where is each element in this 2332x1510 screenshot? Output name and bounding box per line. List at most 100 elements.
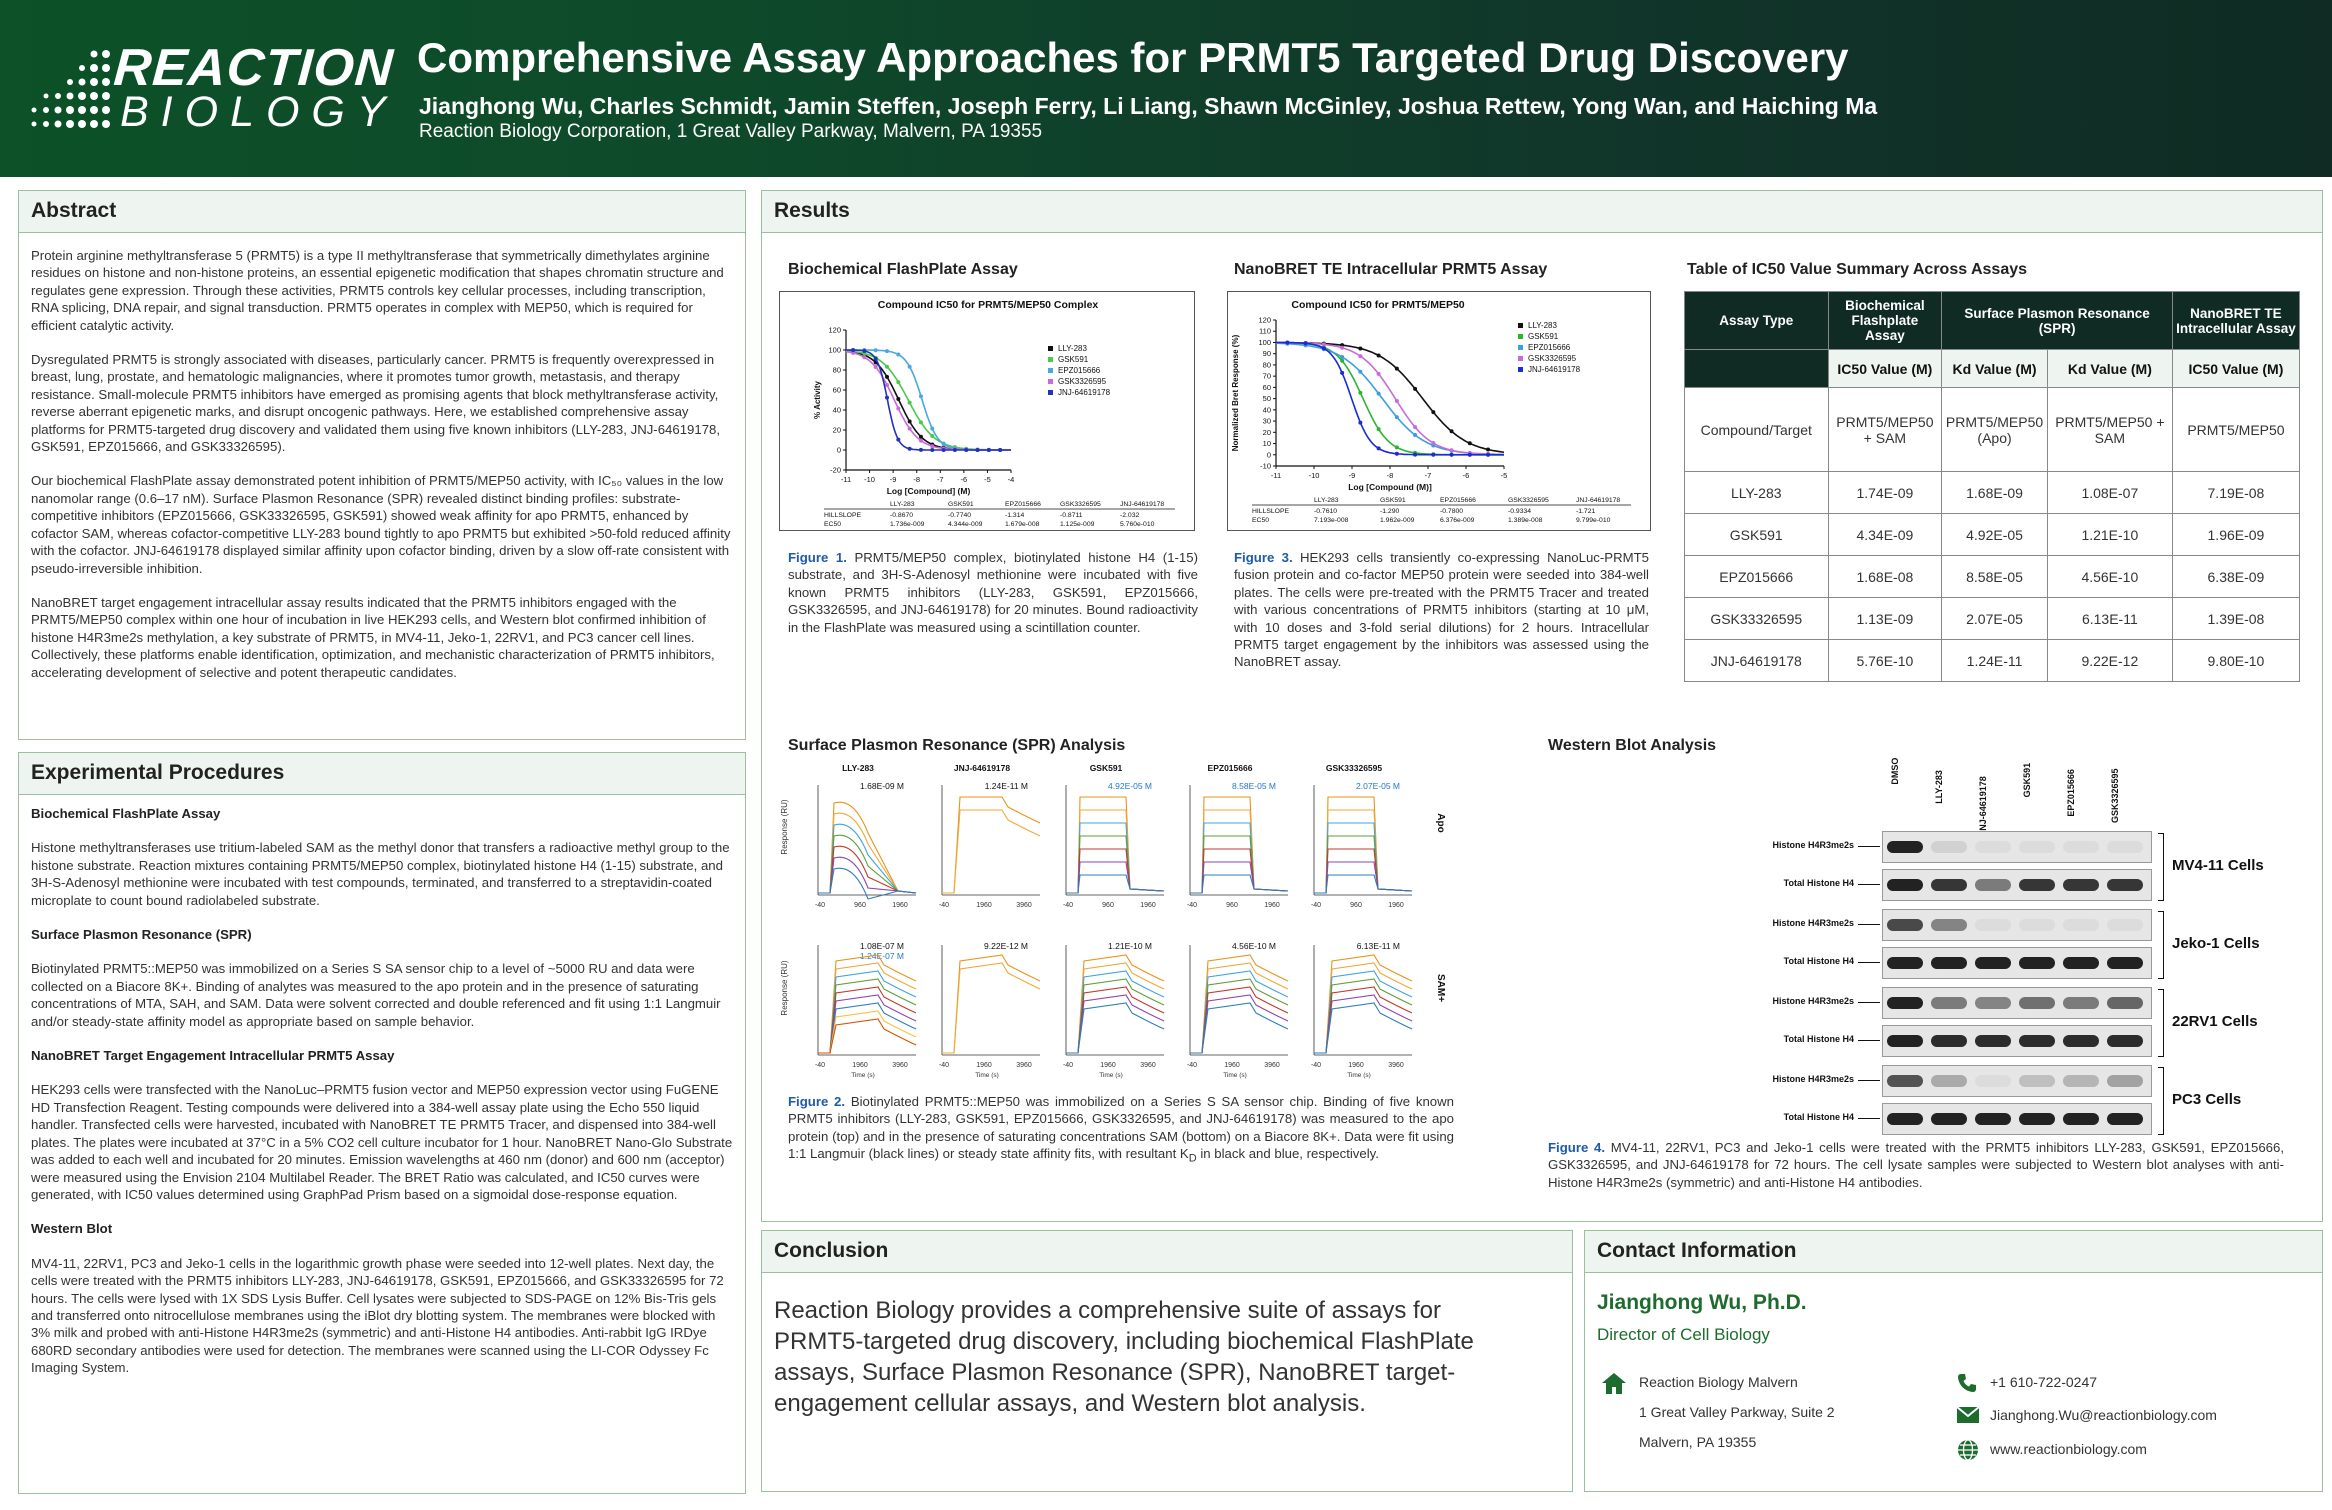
spr-compound-label: GSK591: [1090, 763, 1123, 773]
blank-cell: [1684, 349, 1829, 388]
fig1-heading: Biochemical FlashPlate Assay: [788, 261, 1018, 278]
spr-sensorgram-trace: [818, 867, 917, 900]
blot-cell-line-label: PC3 Cells: [2172, 1091, 2242, 1108]
table-header-row: Assay Type Biochemical Flashplate Assay …: [1684, 291, 2301, 350]
data-point: [1376, 391, 1381, 396]
series-curve-lly-283: [1276, 341, 1505, 453]
spr-x-tick-label: 3960: [1264, 1062, 1280, 1069]
contact-email[interactable]: Jianghong.Wu@reactionbiology.com: [1990, 1407, 2217, 1423]
blot-band: [1975, 1035, 2011, 1047]
fig3-caption: Figure 3. HEK293 cells transiently co-ex…: [1234, 549, 1649, 671]
param-table-cell: 7.193e-008: [1314, 517, 1349, 524]
spr-sensorgram-trace: [818, 970, 917, 1054]
fig2-caption-label: Figure 2.: [788, 1094, 846, 1109]
table-row: JNJ-64619178 5.76E-10 1.24E-11 9.22E-12 …: [1684, 639, 2301, 682]
blot-band: [1931, 957, 1967, 969]
table-cell: PRMT5/MEP50 + SAM: [1827, 387, 1943, 472]
param-table-cell: 1.679e-008: [1005, 521, 1040, 528]
data-point: [1431, 410, 1436, 415]
data-point: [964, 448, 969, 452]
contact-website[interactable]: www.reactionbiology.com: [1990, 1441, 2147, 1457]
fig2-spr-sensorgrams: Response (RU) Response (RU) Apo SAM+ 1.68E-0…: [780, 763, 1446, 1079]
arrow-right-icon: [1858, 924, 1880, 925]
fig1-ic50-plot: Compound IC50 for PRMT5/MEP50 Complex -20…: [813, 299, 1175, 528]
spr-x-tick-label: -40: [1187, 902, 1197, 909]
x-tick-label: -11: [841, 475, 851, 484]
data-point: [918, 420, 923, 425]
fig2-heading: Surface Plasmon Resonance (SPR) Analysis: [788, 737, 1126, 754]
blot-lane-label: GSK3326595: [2110, 768, 2120, 823]
x-tick-label: -10: [864, 475, 875, 484]
blot-band: [1975, 879, 2011, 891]
y-tick-label: 90: [1263, 349, 1271, 358]
spr-sensorgram-trace: [1066, 848, 1165, 894]
spr-sensorgram-trace: [818, 962, 917, 1054]
results-title: Results: [762, 191, 2322, 233]
data-point: [873, 365, 878, 370]
data-point: [1321, 342, 1326, 347]
blot-band: [2019, 1075, 2055, 1087]
data-point: [1340, 358, 1345, 363]
data-point: [930, 447, 935, 452]
fig3-caption-text: HEK293 cells transiently co-expressing N…: [1234, 550, 1649, 670]
fig1-caption-label: Figure 1.: [788, 550, 847, 565]
x-tick-label: -5: [1501, 471, 1508, 480]
spr-x-axis-label: Time (s): [851, 1072, 875, 1079]
spr-sensorgram-trace: [1314, 1002, 1413, 1054]
data-point: [1358, 390, 1363, 395]
spr-sensorgram-trace: [1314, 822, 1413, 894]
spr-kd-value: 2.07E-05 M: [1356, 781, 1400, 791]
ic50-table-heading: Table of IC50 Value Summary Across Assay…: [1687, 261, 2028, 278]
fig4-western-blot: DMSO LLY-283 JNJ-64619178 GSK591 EPZ015666 GS…: [1552, 758, 2312, 1135]
blot-band: [2063, 1075, 2099, 1087]
series-curve-gsk591: [845, 350, 1011, 451]
table-cell: 1.13E-09: [1827, 597, 1943, 640]
y-tick-label: 30: [1263, 417, 1271, 426]
data-point: [1449, 429, 1454, 434]
legend-marker: [1048, 346, 1053, 351]
procedure-heading: NanoBRET Target Engagement Intracellular…: [31, 1048, 395, 1064]
blot-band: [1887, 919, 1923, 931]
spr-panel: 9.22E-12 M -40 1960 3960 Time (s): [939, 941, 1041, 1079]
data-point: [1394, 451, 1399, 456]
spr-sensorgram-trace: [818, 801, 917, 894]
contact-name: Jianghong Wu, Ph.D.: [1597, 1291, 1807, 1314]
table-cell: 1.39E-08: [2171, 597, 2301, 640]
spr-panel: 8.58E-05 M -40 960 1960: [1187, 781, 1289, 909]
spr-compound-label: EPZ015666: [1208, 763, 1253, 773]
table-cell: LLY-283: [1684, 471, 1829, 514]
spr-x-tick-label: -40: [1311, 1062, 1321, 1069]
logo-dots-icon: [31, 50, 110, 128]
data-point: [885, 374, 890, 379]
data-point: [1358, 420, 1363, 425]
legend-marker: [1048, 390, 1053, 395]
spr-x-tick-label: 1960: [1264, 902, 1280, 909]
y-tick-label: 60: [1263, 383, 1271, 392]
spr-sensorgram-trace: [1314, 994, 1413, 1054]
data-point: [885, 382, 890, 387]
data-point: [1358, 346, 1363, 351]
spr-panel: 4.92E-05 M -40 960 1960: [1063, 781, 1165, 909]
spr-x-tick-label: -40: [1063, 902, 1073, 909]
spr-sensorgram-trace: [1314, 986, 1413, 1054]
contact-phone[interactable]: +1 610-722-0247: [1990, 1374, 2098, 1390]
spr-sensorgram-trace: [1314, 954, 1413, 1054]
legend-label: GSK591: [1058, 355, 1089, 364]
data-point: [862, 355, 867, 360]
param-table-cell: 1.736e-009: [890, 521, 925, 528]
spr-kd-value: 6.13E-11 M: [1357, 941, 1400, 951]
y-tick-label: 20: [1263, 428, 1271, 437]
blot-cell-line-label: Jeko-1 Cells: [2172, 935, 2260, 952]
series-curve-lly-283: [845, 350, 1011, 451]
blot-strip: [1882, 909, 2152, 941]
arrow-right-icon: [1858, 884, 1880, 885]
data-point: [918, 434, 923, 439]
spr-sensorgram-trace: [1190, 962, 1289, 1054]
spr-sensorgram-trace: [1314, 970, 1413, 1054]
spr-sensorgram-trace: [1066, 835, 1165, 894]
fig3-heading: NanoBRET TE Intracellular PRMT5 Assay: [1234, 261, 1548, 278]
abstract-paragraph: Protein arginine methyltransferase 5 (PR…: [31, 248, 724, 333]
y-tick-label: 80: [1263, 360, 1271, 369]
blot-row-label: Total Histone H4: [1783, 878, 1854, 888]
legend-marker: [1518, 367, 1523, 372]
